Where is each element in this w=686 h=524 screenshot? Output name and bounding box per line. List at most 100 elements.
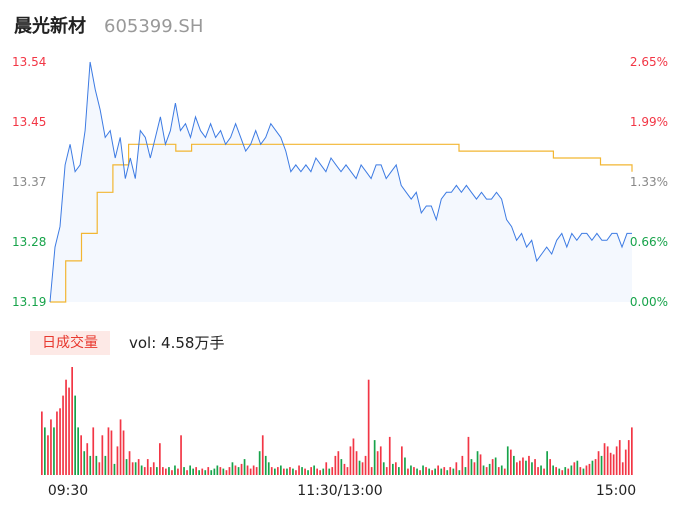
y-tick-left: 13.37 bbox=[12, 175, 46, 189]
volume-bar bbox=[624, 449, 627, 475]
y-tick-right: 0.66% bbox=[630, 235, 668, 249]
volume-bar bbox=[358, 460, 361, 475]
avg-price-line bbox=[50, 143, 633, 303]
volume-bar bbox=[113, 463, 116, 475]
volume-bar bbox=[255, 467, 258, 475]
volume-bar bbox=[128, 451, 131, 475]
volume-bar bbox=[92, 427, 95, 475]
volume-bar bbox=[549, 459, 551, 475]
volume-bar bbox=[334, 455, 337, 475]
volume-bar bbox=[425, 467, 427, 475]
volume-bar bbox=[186, 470, 188, 475]
volume-bar bbox=[283, 468, 285, 475]
volume-bar bbox=[561, 470, 564, 475]
volume-bar bbox=[506, 446, 509, 475]
volume-bar bbox=[219, 467, 222, 475]
volume-badge: 日成交量 bbox=[30, 331, 110, 355]
volume-bar bbox=[192, 468, 194, 475]
volume-bar bbox=[159, 443, 161, 475]
volume-bar bbox=[401, 446, 403, 475]
volume-bar bbox=[398, 467, 400, 475]
volume-bar bbox=[65, 379, 67, 475]
y-tick-right: 1.33% bbox=[630, 175, 668, 189]
volume-bar bbox=[313, 465, 315, 475]
volume-bar bbox=[558, 468, 561, 475]
volume-bar bbox=[385, 467, 388, 475]
y-tick-left: 13.28 bbox=[12, 235, 46, 249]
volume-bar bbox=[370, 467, 373, 475]
volume-bar bbox=[213, 468, 216, 475]
volume-bar bbox=[237, 467, 240, 475]
volume-bar bbox=[422, 465, 424, 475]
volume-bar bbox=[222, 468, 225, 475]
volume-bar bbox=[307, 470, 309, 475]
volume-bar bbox=[195, 467, 197, 475]
volume-bar bbox=[537, 467, 539, 475]
volume-bar bbox=[603, 443, 606, 475]
volume-bar bbox=[264, 455, 267, 475]
volume-bar bbox=[249, 468, 252, 475]
x-tick-label: 11:30/13:00 bbox=[297, 483, 382, 499]
volume-bar bbox=[510, 449, 512, 475]
volume-bar bbox=[267, 462, 270, 475]
volume-bar bbox=[552, 465, 554, 475]
volume-bar bbox=[452, 468, 455, 475]
volume-bar bbox=[485, 467, 488, 475]
volume-bar bbox=[274, 468, 276, 475]
volume-bar bbox=[71, 367, 73, 475]
volume-bar bbox=[516, 462, 518, 475]
y-tick-right: 0.00% bbox=[630, 295, 668, 309]
y-tick-left: 13.54 bbox=[12, 55, 46, 69]
volume-bar bbox=[331, 467, 334, 475]
stock-code: 605399.SH bbox=[104, 16, 204, 37]
volume-bar bbox=[416, 468, 418, 475]
volume-bar bbox=[122, 430, 125, 475]
volume-bar bbox=[189, 465, 191, 475]
volume-bar bbox=[382, 462, 385, 475]
volume-bar bbox=[119, 419, 122, 475]
volume-bar bbox=[531, 462, 533, 475]
volume-bar bbox=[152, 462, 155, 475]
volume-bar bbox=[53, 427, 55, 475]
volume-bar bbox=[149, 467, 152, 475]
volume-bar bbox=[165, 468, 167, 475]
volume-bar bbox=[277, 467, 279, 475]
volume-bar bbox=[543, 468, 545, 475]
volume-bar bbox=[89, 455, 92, 475]
volume-bar bbox=[373, 440, 376, 475]
volume-label: vol: 4.58万手 bbox=[129, 334, 225, 352]
volume-bar bbox=[243, 459, 246, 475]
volume-bar bbox=[62, 395, 64, 475]
volume-bar bbox=[621, 462, 624, 475]
volume-bar bbox=[482, 465, 485, 475]
volume-bar bbox=[337, 451, 340, 475]
price-area bbox=[50, 62, 632, 302]
volume-bar bbox=[627, 440, 630, 475]
volume-bar bbox=[180, 435, 182, 475]
volume-bar bbox=[479, 454, 482, 475]
volume-bar bbox=[298, 465, 300, 475]
volume-bar bbox=[528, 455, 530, 475]
volume-bar bbox=[289, 467, 291, 475]
price-line bbox=[49, 61, 632, 303]
volume-bar bbox=[612, 454, 615, 475]
volume-bar bbox=[156, 467, 158, 475]
volume-bar bbox=[131, 462, 134, 475]
volume-bar bbox=[174, 465, 176, 475]
volume-bar bbox=[310, 467, 312, 475]
volume-bar bbox=[74, 395, 76, 475]
volume-bar bbox=[207, 467, 210, 475]
volume-bar bbox=[134, 462, 137, 475]
volume-bar bbox=[522, 457, 524, 475]
volume-bar bbox=[573, 462, 576, 475]
volume-bar bbox=[410, 465, 412, 475]
volume-bar bbox=[464, 467, 467, 475]
volume-bar bbox=[86, 443, 89, 475]
volume-bar bbox=[503, 468, 506, 475]
volume-bar bbox=[107, 427, 110, 475]
volume-bar bbox=[304, 468, 306, 475]
volume-bar bbox=[77, 427, 79, 475]
volume-bar bbox=[349, 446, 352, 475]
volume-bar bbox=[379, 446, 382, 475]
volume-bar bbox=[252, 465, 255, 475]
